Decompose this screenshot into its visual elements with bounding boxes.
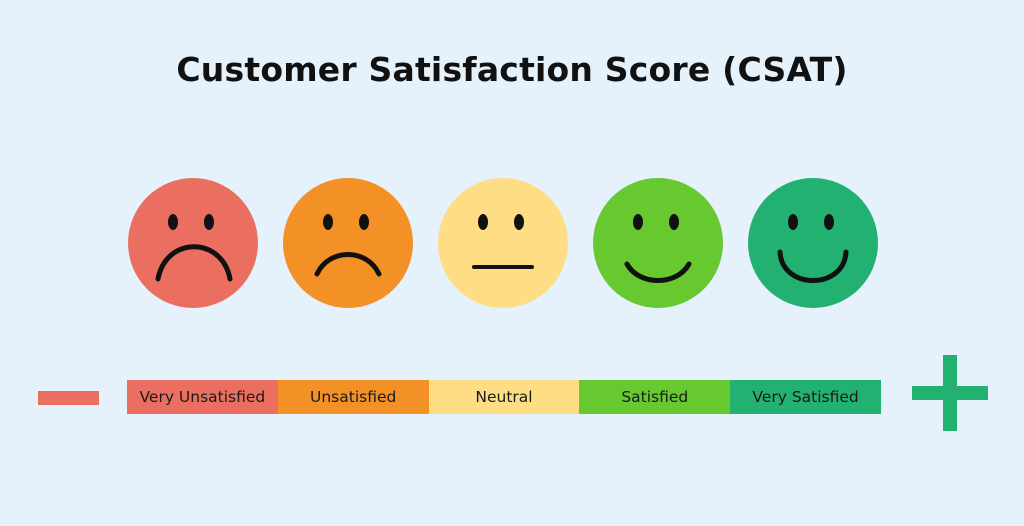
scale-label: Satisfied [621,388,689,406]
unsatisfied-face-icon [283,178,413,308]
scale-segment-very-unsatisfied: Very Unsatisfied [127,380,278,414]
satisfied-face-icon [593,178,723,308]
left-eye [788,214,798,230]
face-circle [438,178,568,308]
scale-label: Unsatisfied [310,388,397,406]
mouth [777,249,849,283]
mouth [155,244,233,282]
scale-segment-very-satisfied: Very Satisfied [730,380,881,414]
right-eye [514,214,524,230]
right-eye [359,214,369,230]
right-eye [824,214,834,230]
very-unsatisfied-face-icon [128,178,258,308]
face-circle [128,178,258,308]
minus-bar [38,391,99,405]
mouth [624,261,692,283]
face-circle [283,178,413,308]
mouth [314,252,382,277]
very-satisfied-face-icon [748,178,878,308]
scale-label: Neutral [475,388,533,406]
face-circle [748,178,878,308]
left-eye [168,214,178,230]
right-eye [669,214,679,230]
scale-label: Very Satisfied [752,388,859,406]
face-circle [593,178,723,308]
title: Customer Satisfaction Score (CSAT) [176,50,848,89]
left-eye [478,214,488,230]
right-eye [204,214,214,230]
left-eye [323,214,333,230]
scale-segment-neutral: Neutral [428,380,580,414]
plus-vertical-bar [943,355,957,431]
scale-label: Very Unsatisfied [139,388,266,406]
neutral-face-icon [438,178,568,308]
scale-segment-satisfied: Satisfied [579,380,731,414]
left-eye [633,214,643,230]
scale-segment-unsatisfied: Unsatisfied [277,380,429,414]
minus-icon [38,390,99,405]
plus-icon [912,355,988,431]
scale-bar: Very Unsatisfied Unsatisfied Neutral Sat… [127,380,881,414]
